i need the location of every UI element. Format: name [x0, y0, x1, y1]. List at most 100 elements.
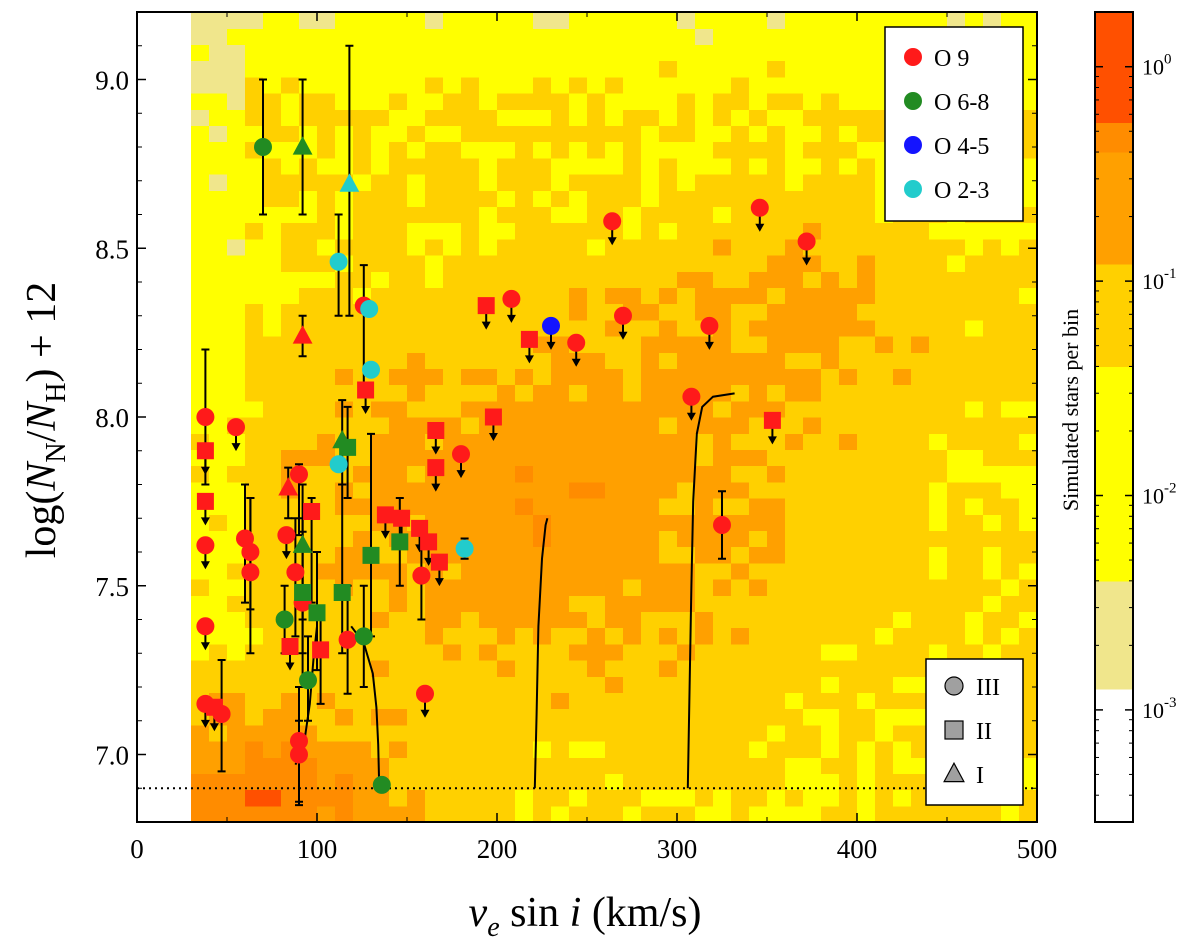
heatmap-bin — [677, 368, 696, 386]
heatmap-bin — [497, 44, 516, 62]
heatmap-bin — [677, 611, 696, 629]
heatmap-bin — [245, 465, 264, 483]
heatmap-bin — [911, 287, 930, 305]
heatmap-bin — [767, 368, 786, 386]
heatmap-bin — [335, 562, 354, 580]
heatmap-bin — [659, 433, 678, 450]
heatmap-bin — [749, 125, 768, 143]
heatmap-bin — [443, 109, 462, 126]
heatmap-bin — [659, 368, 678, 386]
heatmap-bin — [677, 336, 696, 353]
heatmap-bin — [947, 546, 966, 564]
heatmap-bin — [641, 449, 660, 467]
heatmap-bin — [677, 238, 696, 256]
heatmap-bin — [713, 141, 732, 159]
heatmap-bin — [461, 481, 480, 499]
heatmap-bin — [929, 368, 948, 386]
heatmap-bin — [893, 368, 912, 386]
heatmap-bin — [857, 465, 876, 483]
heatmap-bin — [587, 141, 606, 159]
heatmap-bin — [533, 611, 552, 629]
heatmap-bin — [965, 627, 984, 645]
heatmap-bin — [335, 125, 354, 143]
heatmap-bin — [551, 643, 570, 661]
heatmap-bin — [821, 44, 840, 62]
heatmap-bin — [839, 336, 858, 353]
data-point-o9-circle — [290, 745, 308, 764]
heatmap-bin — [875, 643, 894, 661]
heatmap-bin — [407, 417, 426, 434]
heatmap-bin — [947, 514, 966, 531]
heatmap-bin — [191, 141, 210, 159]
heatmap-bin — [389, 303, 408, 321]
heatmap-bin — [497, 676, 516, 693]
heatmap-bin — [1001, 417, 1020, 434]
heatmap-bin — [479, 125, 498, 143]
heatmap-bin — [263, 60, 282, 78]
heatmap-bin — [587, 352, 606, 369]
heatmap-bin — [695, 174, 714, 191]
heatmap-bin — [317, 174, 336, 191]
heatmap-bin — [569, 741, 588, 758]
heatmap-bin — [551, 611, 570, 629]
heatmap-bin — [587, 287, 606, 305]
heatmap-bin — [551, 465, 570, 483]
y-tick-label: 9.0 — [95, 66, 129, 96]
heatmap-bin — [227, 109, 246, 126]
heatmap-bin — [353, 125, 372, 143]
heatmap-bin — [839, 206, 858, 224]
heatmap-bin — [749, 76, 768, 94]
heatmap-bin — [785, 433, 804, 450]
heatmap-bin — [677, 93, 696, 110]
heatmap-bin — [479, 60, 498, 78]
heatmap-bin — [659, 206, 678, 224]
heatmap-bin — [263, 287, 282, 305]
heatmap-bin — [227, 319, 246, 337]
heatmap-bin — [425, 12, 444, 29]
heatmap-bin — [1019, 271, 1038, 288]
heatmap-bin — [605, 255, 624, 272]
heatmap-bin — [245, 255, 264, 272]
heatmap-bin — [497, 465, 516, 483]
heatmap-bin — [479, 773, 498, 791]
heatmap-bin — [209, 676, 228, 693]
heatmap-bin — [821, 417, 840, 434]
heatmap-bin — [497, 109, 516, 126]
heatmap-bin — [677, 449, 696, 467]
heatmap-bin — [461, 109, 480, 126]
heatmap-bin — [263, 579, 282, 596]
heatmap-bin — [425, 157, 444, 175]
heatmap-bin — [245, 206, 264, 224]
heatmap-bin — [245, 336, 264, 353]
heatmap-bin — [245, 676, 264, 693]
data-point-o6-8-square — [294, 584, 312, 601]
heatmap-bin — [857, 579, 876, 596]
heatmap-bin — [191, 190, 210, 207]
data-point-o6-8-circle — [372, 775, 391, 794]
heatmap-bin — [767, 60, 786, 78]
heatmap-bin — [587, 60, 606, 78]
heatmap-bin — [209, 174, 228, 191]
upper-limit-arrowhead — [285, 662, 295, 671]
heatmap-bin — [389, 190, 408, 207]
heatmap-bin — [641, 708, 660, 726]
heatmap-bin — [857, 417, 876, 434]
heatmap-bin — [281, 93, 300, 110]
colorbar-tick-label: 10-3 — [1142, 695, 1177, 723]
heatmap-bin — [263, 530, 282, 548]
heatmap-bin — [245, 271, 264, 288]
heatmap-bin — [425, 352, 444, 369]
heatmap-bin — [209, 287, 228, 305]
heatmap-bin — [587, 741, 606, 758]
heatmap-bin — [677, 271, 696, 288]
heatmap-bin — [1001, 238, 1020, 256]
heatmap-bin — [335, 157, 354, 175]
heatmap-bin — [281, 433, 300, 450]
heatmap-bin — [821, 660, 840, 677]
heatmap-bin — [227, 611, 246, 629]
heatmap-bin — [443, 271, 462, 288]
heatmap-bin — [983, 514, 1002, 531]
heatmap-bin — [371, 481, 390, 499]
heatmap-bin — [497, 271, 516, 288]
heatmap-bin — [209, 757, 228, 774]
